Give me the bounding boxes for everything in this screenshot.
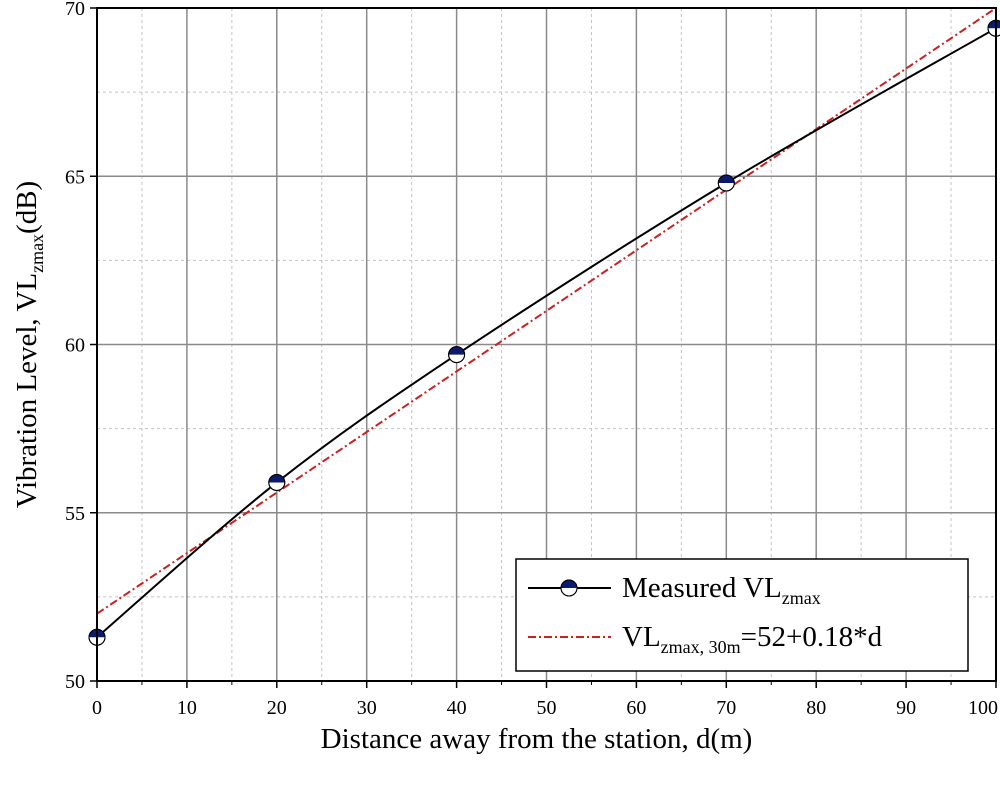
- x-tick-label: 80: [806, 697, 826, 719]
- data-point: [717, 174, 735, 192]
- y-tick-label: 60: [65, 335, 85, 357]
- legend-label-fit-main: VL: [622, 621, 661, 653]
- y-tick-label: 70: [65, 0, 85, 20]
- data-point: [987, 19, 1000, 37]
- legend-marker: [560, 579, 578, 597]
- y-axis-title: Vibration Level, VLzmax(dB): [11, 181, 47, 508]
- data-point: [268, 473, 286, 491]
- series-layer: [88, 7, 1000, 646]
- x-tick-label: 70: [716, 697, 736, 719]
- legend: Measured VLzmax VLzmax, 30m=52+0.18*d: [515, 558, 969, 672]
- data-point-outline: [448, 346, 466, 364]
- legend-label-measured: Measured VLzmax: [622, 572, 821, 608]
- axis-ticks: 0 10 20 30 40 50 60 70 80 90 100 50 55 60 65 70: [65, 0, 998, 719]
- measured-line: [96, 27, 997, 639]
- x-tick-label: 50: [537, 697, 557, 719]
- data-point-top-half: [988, 20, 1000, 29]
- legend-label-fit-equation: =52+0.18*d: [741, 621, 883, 653]
- x-tick-label: 10: [177, 697, 197, 719]
- x-tick-label: 60: [626, 697, 646, 719]
- legend-label-fit-subscript: zmax, 30m: [661, 637, 741, 657]
- y-axis-title-unit: (dB): [11, 181, 43, 234]
- legend-label-measured-subscript: zmax: [782, 588, 821, 608]
- legend-label-fit: VLzmax, 30m=52+0.18*d: [622, 621, 883, 657]
- x-tick-label: 90: [896, 697, 916, 719]
- data-point-top-half: [448, 346, 465, 355]
- legend-box: [515, 558, 969, 672]
- x-tick-label: 20: [267, 697, 287, 719]
- fit-line: [96, 7, 997, 615]
- legend-marker-measured: [560, 579, 578, 597]
- y-tick-label: 65: [65, 166, 85, 188]
- y-tick-label: 55: [65, 503, 85, 525]
- data-point-outline: [268, 473, 286, 491]
- y-axis-title-subscript: zmax: [27, 234, 47, 273]
- legend-marker-top-half: [561, 580, 577, 588]
- y-axis-title-main: Vibration Level, VL: [11, 273, 43, 508]
- data-point-top-half: [718, 174, 735, 183]
- y-tick-label: 50: [65, 671, 85, 693]
- legend-marker-outline: [560, 579, 578, 597]
- x-tick-label: 40: [447, 697, 467, 719]
- x-tick-label: 0: [92, 697, 102, 719]
- x-axis-title: Distance away from the station, d(m): [321, 723, 753, 755]
- legend-label-measured-main: Measured VL: [622, 572, 782, 604]
- data-point: [448, 346, 466, 364]
- data-point-outline: [717, 174, 735, 192]
- data-point-top-half: [268, 474, 285, 483]
- x-tick-label: 100: [968, 697, 998, 719]
- x-tick-label: 30: [357, 697, 377, 719]
